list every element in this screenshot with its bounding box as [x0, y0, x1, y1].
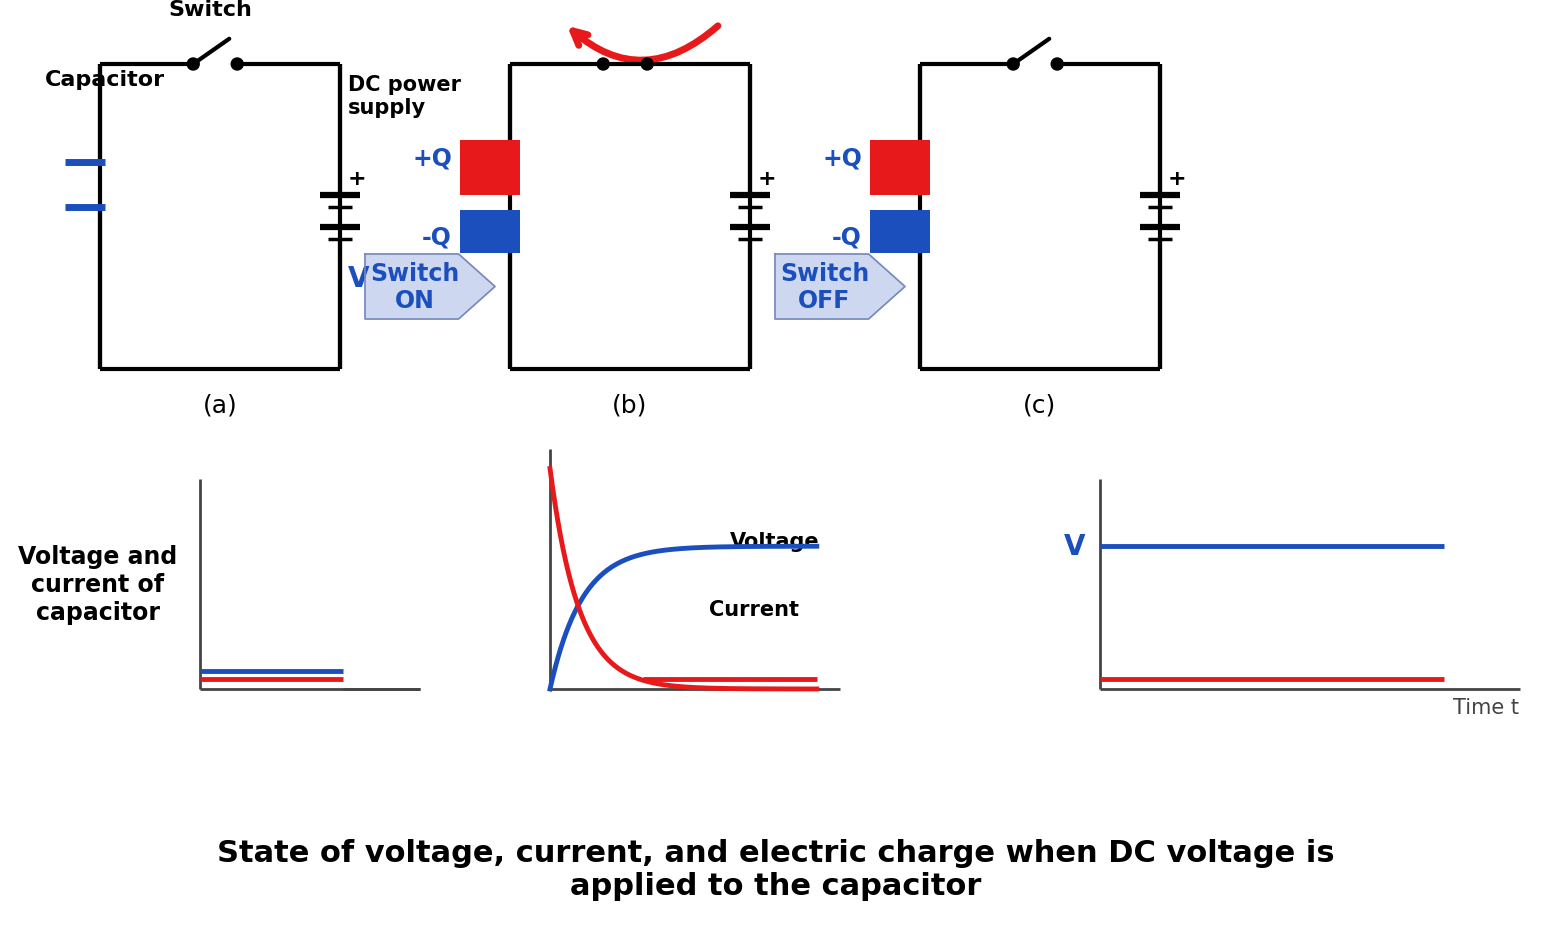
Bar [460, 141, 520, 196]
Text: +Q: +Q [822, 146, 862, 170]
Text: +: + [348, 168, 367, 188]
Bar [870, 141, 930, 196]
Text: (b): (b) [612, 393, 648, 417]
Text: -Q: -Q [422, 225, 452, 249]
Text: State of voltage, current, and electric charge when DC voltage is
applied to the: State of voltage, current, and electric … [217, 838, 1336, 900]
Polygon shape [365, 254, 495, 319]
Text: V: V [348, 264, 370, 292]
Circle shape [188, 59, 199, 71]
Circle shape [598, 59, 609, 71]
Text: Time t: Time t [1452, 697, 1519, 717]
Text: -Q: -Q [832, 225, 862, 249]
Text: +: + [758, 168, 776, 188]
Text: Switch: Switch [168, 0, 252, 20]
Text: +: + [1168, 168, 1186, 188]
Text: +Q: +Q [412, 146, 452, 170]
Text: Capacitor: Capacitor [45, 70, 165, 90]
Bar [460, 212, 520, 254]
Text: Current: Current [710, 599, 800, 620]
Text: Voltage and
current of
capacitor: Voltage and current of capacitor [19, 545, 177, 625]
Text: Voltage: Voltage [730, 532, 820, 551]
Text: DC power
supply: DC power supply [348, 75, 461, 118]
Text: Switch
ON: Switch ON [370, 262, 460, 313]
Text: V: V [1064, 533, 1086, 561]
Text: (a): (a) [202, 393, 238, 417]
Text: (c): (c) [1023, 393, 1056, 417]
Circle shape [1008, 59, 1019, 71]
Bar [870, 212, 930, 254]
Polygon shape [775, 254, 905, 319]
Text: Switch
OFF: Switch OFF [780, 262, 870, 313]
Circle shape [231, 59, 244, 71]
Circle shape [641, 59, 654, 71]
Circle shape [1051, 59, 1064, 71]
